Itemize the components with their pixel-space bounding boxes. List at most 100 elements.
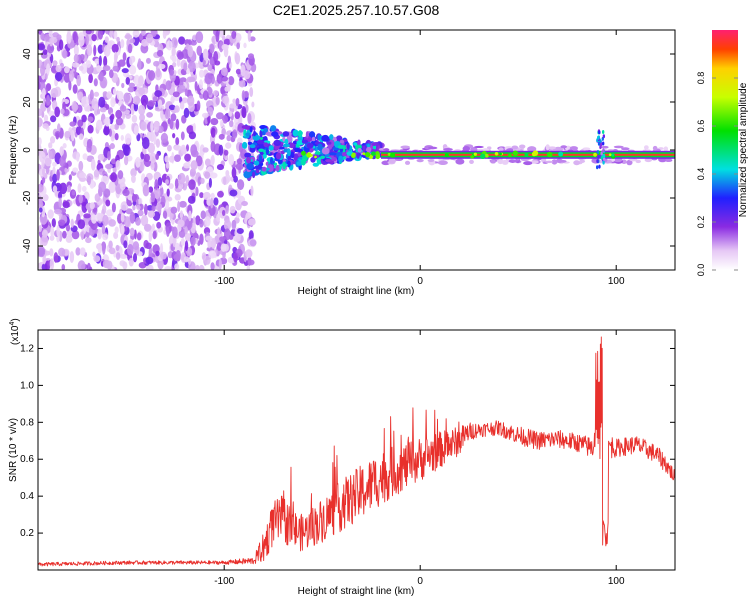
heatmap-speck [93,91,100,97]
heatmap-speck [160,132,169,143]
heatmap-speck [184,226,188,235]
heatmap-halo-speck [381,160,391,166]
heatmap-speck [246,265,251,270]
heatmap-speck [123,155,129,166]
heatmap-cluster-speck [317,143,323,152]
heatmap-speck [155,138,161,148]
heatmap-speck [217,227,221,238]
heatmap-speck [191,150,199,158]
heatmap-speck [57,123,61,133]
heatmap-cluster-speck [243,170,252,179]
heatmap-speck [249,36,256,42]
heatmap-speck [93,169,100,178]
heatmap-speck [59,146,65,156]
carrier-dot [611,153,615,157]
heatmap-speck [58,39,64,51]
heatmap-speck [97,108,101,115]
heatmap-speck [172,226,178,239]
heatmap-cluster-speck [312,162,319,167]
heatmap-speck [208,250,217,259]
disturbance-speck [596,150,600,155]
heatmap-halo-speck [530,160,539,164]
heatmap-speck [218,133,225,140]
heatmap-speck [136,232,142,241]
carrier-dot [444,153,449,158]
heatmap-speck [234,32,242,42]
heatmap-speck [69,251,75,263]
heatmap-speck [208,177,212,188]
heatmap-speck [88,73,93,84]
heatmap-speck [50,225,55,238]
heatmap-cluster-speck [258,154,263,162]
heatmap-speck [196,100,201,111]
heatmap-speck [210,262,215,270]
heatmap-cluster-speck [282,161,287,170]
heatmap-speck [75,152,80,162]
colorbar: 0.0 0.2 0.4 0.6 0.8 Normalized spectral ampl… [696,30,749,276]
heatmap-speck [63,73,71,83]
heatmap-halo-speck [545,160,554,164]
heatmap-speck [82,153,88,160]
heatmap-speck [209,43,215,54]
heatmap-speck [216,242,222,251]
heatmap-halo-speck [462,145,471,152]
heatmap-speck [138,104,146,116]
heatmap-speck [44,33,50,42]
heatmap-speck [147,100,156,107]
heatmap-speck [218,144,224,156]
heatmap-speck [205,235,213,241]
heatmap-speck [85,237,92,244]
heatmap-speck [46,63,51,74]
heatmap-speck [40,234,49,246]
heatmap-speck [50,35,58,44]
disturbance-speck [602,156,606,161]
heatmap-speck [129,56,134,66]
heatmap-speck [97,153,105,161]
heatmap-speck [108,219,116,227]
heatmap-speck [224,86,229,92]
heatmap-speck [38,137,42,146]
heatmap-halo-speck [555,158,563,164]
heatmap-speck [247,113,252,124]
heatmap-speck [147,210,156,218]
heatmap-speck [171,37,178,49]
heatmap-speck [122,52,127,62]
heatmap-speck [122,261,128,270]
heatmap-speck [52,60,58,66]
heatmap-speck [41,177,46,184]
heatmap-cluster-speck [249,126,253,133]
heatmap-speck [188,179,196,191]
heatmap-speck [164,108,171,120]
heatmap-cluster-speck [301,158,306,166]
heatmap-halo-speck [601,145,609,149]
heatmap-speck [98,71,104,82]
heatmap-speck [138,87,146,96]
carrier-dot [387,152,391,156]
heatmap-speck [73,53,79,63]
heatmap-speck [127,243,134,256]
spectrogram-y-tick-label: -20 [22,190,33,205]
heatmap-speck [177,219,185,228]
heatmap-speck [51,218,56,228]
heatmap-speck [231,30,237,40]
carrier-dot [390,152,396,158]
heatmap-speck [91,214,97,224]
heatmap-speck [68,174,72,181]
snr-scale-close: ) [10,318,21,321]
heatmap-speck [120,38,125,49]
heatmap-speck [98,96,106,108]
heatmap-speck [49,248,54,257]
heatmap-speck [121,68,129,74]
heatmap-halo-speck [626,159,633,166]
heatmap-halo-speck [541,157,547,163]
heatmap-cluster-speck [287,148,291,157]
heatmap-speck [102,65,111,72]
heatmap-speck [108,240,113,249]
heatmap-speck [169,119,174,130]
heatmap-speck [42,49,48,56]
heatmap-speck [59,182,68,195]
heatmap-speck [183,162,191,169]
heatmap-speck [148,230,153,242]
heatmap-speck [49,258,55,270]
heatmap-cluster-speck [271,131,279,137]
